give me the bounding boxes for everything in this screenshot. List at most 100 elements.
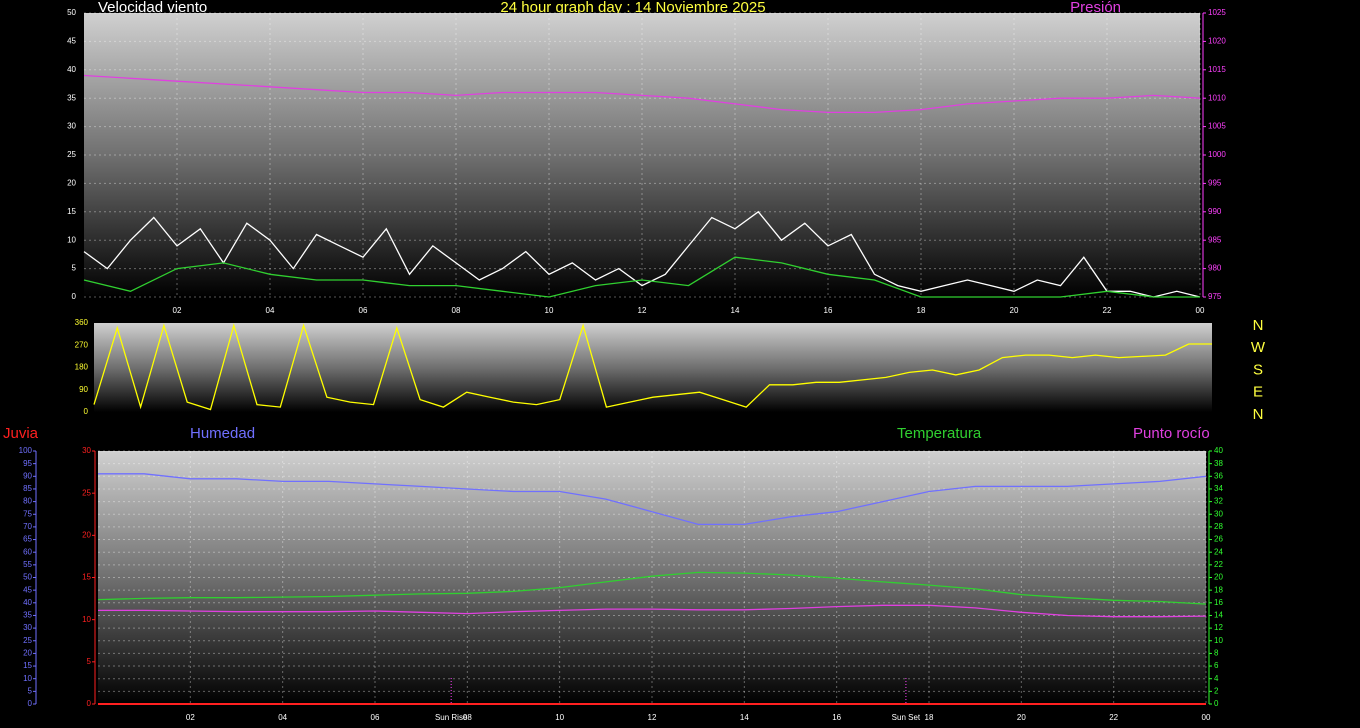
y2-tick-label: 20	[1214, 573, 1223, 582]
y-tick-label: 30	[67, 122, 76, 131]
series-line	[83, 256, 1200, 298]
x-tick-label: 18	[917, 306, 926, 315]
series-name: Temperatura	[897, 425, 982, 442]
y2-tick-label: 1020	[1208, 37, 1226, 46]
y-tick-label: 40	[23, 598, 32, 607]
x-tick-label: 00	[1196, 306, 1205, 315]
series-line	[93, 323, 1212, 411]
x-tick-label: 16	[824, 306, 833, 315]
y-tick-label: 95	[23, 459, 32, 468]
y2-tick-label: 26	[1214, 535, 1223, 544]
plot-area	[94, 323, 1212, 412]
series-name: Punto rocío	[1133, 425, 1210, 442]
y-tick-label: 0	[84, 407, 89, 416]
y-tick-label: 0	[28, 699, 33, 708]
y2-tick-label: 1010	[1208, 93, 1226, 102]
x-tick-label: 20	[1017, 713, 1026, 722]
x-tick-label: 14	[740, 713, 749, 722]
compass-label: E	[1253, 384, 1263, 401]
y2-tick-label: 14	[1214, 611, 1223, 620]
series-name: Juvia	[3, 425, 39, 442]
series-line	[98, 473, 1207, 526]
x-tick-label: 00	[1202, 713, 1211, 722]
x-tick-label: 12	[638, 306, 647, 315]
y2-tick-label: 38	[1214, 459, 1223, 468]
y2-tick-label: 34	[1214, 484, 1223, 493]
y2-tick-label: 12	[1214, 623, 1223, 632]
series-line	[98, 604, 1207, 618]
y3-tick-label: 5	[87, 657, 92, 666]
y-tick-label: 80	[23, 497, 32, 506]
y-tick-label: 25	[67, 150, 76, 159]
y-tick-label: 50	[67, 8, 76, 17]
x-tick-label: 22	[1103, 306, 1112, 315]
y3-tick-label: 25	[82, 488, 91, 497]
sun-label: Sun Set	[892, 713, 921, 722]
y2-tick-label: 1025	[1208, 8, 1226, 17]
y3-tick-label: 30	[82, 446, 91, 455]
y-tick-label: 15	[67, 207, 76, 216]
y2-tick-label: 8	[1214, 649, 1219, 658]
series-name: Velocidad viento	[98, 0, 207, 16]
y-tick-label: 20	[67, 179, 76, 188]
x-tick-label: 06	[371, 713, 380, 722]
y-tick-label: 55	[23, 560, 32, 569]
y-tick-label: 65	[23, 535, 32, 544]
compass-label: W	[1251, 339, 1266, 356]
y2-tick-label: 995	[1208, 179, 1222, 188]
y2-tick-label: 1000	[1208, 150, 1226, 159]
series-line	[83, 210, 1201, 298]
y-tick-label: 15	[23, 661, 32, 670]
series-line	[83, 74, 1201, 114]
chart-title: 24 hour graph day : 14 Noviembre 2025	[500, 0, 765, 16]
y-tick-label: 45	[23, 585, 32, 594]
x-tick-label: 18	[925, 713, 934, 722]
y-tick-label: 75	[23, 509, 32, 518]
y3-tick-label: 10	[82, 615, 91, 624]
y2-tick-label: 975	[1208, 292, 1222, 301]
y2-tick-label: 22	[1214, 560, 1223, 569]
y2-tick-label: 6	[1214, 661, 1219, 670]
y-tick-label: 10	[23, 674, 32, 683]
y3-tick-label: 15	[82, 573, 91, 582]
y2-tick-label: 0	[1214, 699, 1219, 708]
x-tick-label: 10	[545, 306, 554, 315]
x-tick-label: 20	[1010, 306, 1019, 315]
y-tick-label: 70	[23, 522, 32, 531]
y-tick-label: 90	[23, 471, 32, 480]
x-tick-label: 04	[266, 306, 275, 315]
x-tick-label: 10	[555, 713, 564, 722]
x-tick-label: 12	[648, 713, 657, 722]
y2-tick-label: 4	[1214, 674, 1219, 683]
y2-tick-label: 16	[1214, 598, 1223, 607]
y2-tick-label: 18	[1214, 585, 1223, 594]
y-tick-label: 20	[23, 649, 32, 658]
y2-tick-label: 1015	[1208, 65, 1226, 74]
y3-tick-label: 0	[87, 699, 92, 708]
y3-tick-label: 20	[82, 530, 91, 539]
compass-label: S	[1253, 361, 1263, 378]
x-tick-label: 04	[278, 713, 287, 722]
y2-tick-label: 990	[1208, 207, 1222, 216]
x-tick-label: 08	[463, 713, 472, 722]
y2-tick-label: 24	[1214, 547, 1223, 556]
x-tick-label: 22	[1109, 713, 1118, 722]
y-tick-label: 10	[67, 235, 76, 244]
x-tick-label: 16	[832, 713, 841, 722]
y-tick-label: 85	[23, 484, 32, 493]
y-tick-label: 5	[28, 686, 33, 695]
plot-area	[84, 13, 1200, 297]
y-tick-label: 0	[72, 292, 77, 301]
y2-tick-label: 40	[1214, 446, 1223, 455]
x-tick-label: 02	[186, 713, 195, 722]
y2-tick-label: 1005	[1208, 122, 1226, 131]
y2-tick-label: 985	[1208, 235, 1222, 244]
y-tick-label: 25	[23, 636, 32, 645]
y-tick-label: 60	[23, 547, 32, 556]
series-name: Humedad	[190, 425, 255, 442]
series-name: Presión	[1070, 0, 1121, 16]
plot-area	[98, 451, 1206, 704]
y-tick-label: 90	[79, 385, 88, 394]
sun-label: Sun Rise	[435, 713, 468, 722]
